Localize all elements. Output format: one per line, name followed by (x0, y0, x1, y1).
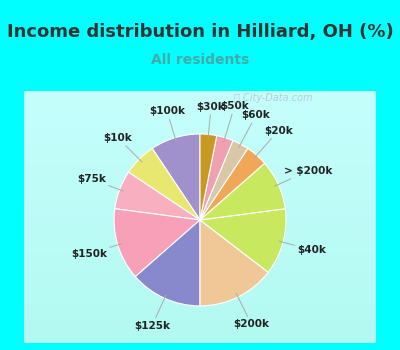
Text: $75k: $75k (77, 174, 123, 191)
Wedge shape (200, 141, 248, 220)
Text: Income distribution in Hilliard, OH (%): Income distribution in Hilliard, OH (%) (7, 22, 393, 41)
Text: $200k: $200k (233, 293, 269, 329)
Text: $60k: $60k (238, 110, 270, 148)
Text: > $200k: > $200k (274, 166, 332, 186)
Wedge shape (200, 163, 285, 220)
Wedge shape (200, 209, 286, 272)
Text: ⓘ City-Data.com: ⓘ City-Data.com (234, 93, 312, 103)
Text: $10k: $10k (104, 133, 142, 162)
Text: $125k: $125k (134, 294, 170, 331)
Wedge shape (128, 148, 200, 220)
Text: $20k: $20k (254, 126, 292, 159)
Wedge shape (114, 209, 200, 276)
Wedge shape (200, 148, 265, 220)
Text: $50k: $50k (220, 102, 249, 142)
Wedge shape (200, 136, 233, 220)
Wedge shape (200, 134, 217, 220)
Text: $150k: $150k (71, 244, 122, 259)
Text: All residents: All residents (151, 52, 249, 66)
Wedge shape (135, 220, 200, 306)
Wedge shape (152, 134, 200, 220)
Text: $40k: $40k (279, 241, 326, 255)
Wedge shape (200, 220, 268, 306)
Wedge shape (115, 172, 200, 220)
Text: $30k: $30k (197, 102, 226, 139)
Text: $100k: $100k (149, 106, 185, 142)
